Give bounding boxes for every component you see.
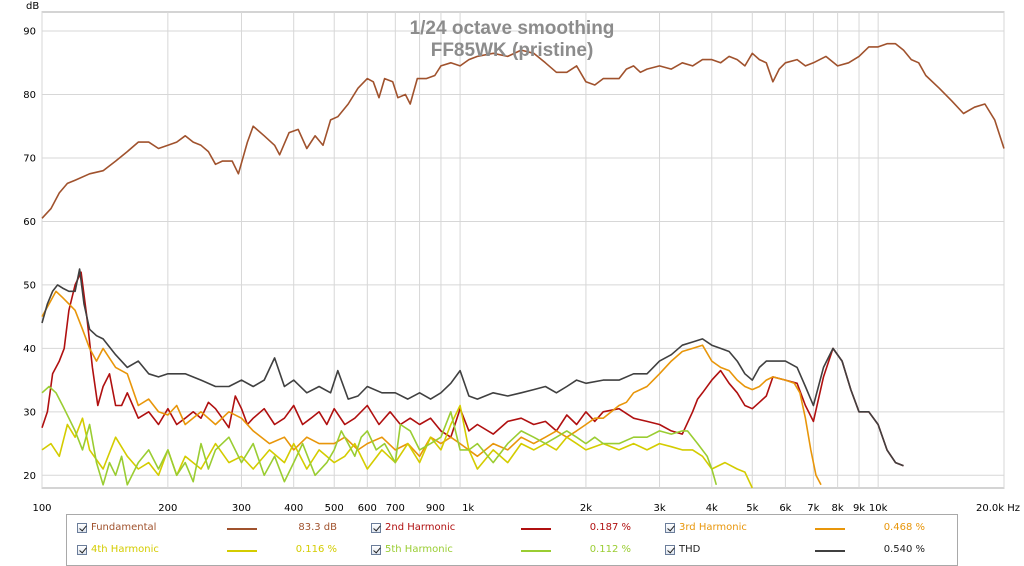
x-tick-label: 7k (807, 503, 819, 514)
series-line-3rd-harmonic (41, 290, 822, 486)
legend-line-swatch (815, 528, 845, 530)
legend-checkbox[interactable] (77, 545, 87, 555)
legend-series-value: 0.112 % (589, 544, 631, 555)
x-tick-label: 500 (325, 503, 344, 514)
legend-line-swatch (521, 528, 551, 530)
x-tick-label: 8k (832, 503, 844, 514)
legend-line-swatch (227, 528, 257, 530)
legend-series-name: 5th Harmonic (385, 544, 453, 555)
y-tick-label: 90 (23, 27, 36, 38)
x-tick-label: 300 (232, 503, 251, 514)
plot-frame (41, 11, 1005, 489)
y-tick-label: 70 (23, 153, 36, 164)
x-tick-label: 20.0k Hz (976, 503, 1020, 514)
legend-series-name: 4th Harmonic (91, 544, 159, 555)
legend-item-3rd-harmonic[interactable]: 3rd Harmonic 0.468 % (665, 521, 945, 537)
legend-line-swatch (227, 550, 257, 552)
x-tick-label: 5k (746, 503, 758, 514)
series-line-thd (41, 268, 904, 467)
x-tick-label: 100 (32, 503, 51, 514)
x-tick-label: 4k (706, 503, 718, 514)
y-tick-label: 30 (23, 407, 36, 418)
legend-checkbox[interactable] (665, 523, 675, 533)
x-tick-label: 200 (158, 503, 177, 514)
legend-series-value: 0.116 % (295, 544, 337, 555)
x-tick-label: 700 (386, 503, 405, 514)
legend-item-2nd-harmonic[interactable]: 2nd Harmonic 0.187 % (371, 521, 651, 537)
legend-series-name: 3rd Harmonic (679, 522, 747, 533)
x-tick-label: 3k (653, 503, 665, 514)
y-tick-label: 60 (23, 217, 36, 228)
x-tick-label: 1k (462, 503, 474, 514)
y-tick-label: 40 (23, 344, 36, 355)
x-tick-label: 400 (284, 503, 303, 514)
series-line-fundamental (41, 42, 1005, 219)
legend-series-value: 0.468 % (883, 522, 925, 533)
legend-line-swatch (815, 550, 845, 552)
y-tick-label: 80 (23, 90, 36, 101)
y-tick-label: 50 (23, 280, 36, 291)
legend-checkbox[interactable] (665, 545, 675, 555)
chart-subtitle: FF85WK (pristine) (431, 40, 594, 61)
legend-item-fundamental[interactable]: Fundamental 83.3 dB (77, 521, 357, 537)
legend-series-value: 0.540 % (883, 544, 925, 555)
y-tick-label: 20 (23, 471, 36, 482)
legend-item-4th-harmonic[interactable]: 4th Harmonic 0.116 % (77, 543, 357, 559)
x-tick-label: 10k (869, 503, 888, 514)
legend-series-value: 0.187 % (589, 522, 631, 533)
y-axis-label: dB (26, 1, 39, 12)
series-line-5th-harmonic (41, 385, 718, 486)
chart-title: 1/24 octave smoothing (410, 18, 615, 39)
legend-series-name: THD (679, 544, 701, 555)
legend-series-name: Fundamental (91, 522, 157, 533)
legend-series-value: 83.3 dB (298, 522, 337, 533)
response-chart: 20 30 40 50 60 70 80 90 100 200 300 400 500 600 700 900… (23, 1, 1020, 514)
legend-item-5th-harmonic[interactable]: 5th Harmonic 0.112 % (371, 543, 651, 559)
x-tick-label: 6k (779, 503, 791, 514)
legend-checkbox[interactable] (371, 523, 381, 533)
legend-checkbox[interactable] (371, 545, 381, 555)
x-tick-label: 900 (426, 503, 445, 514)
x-tick-label: 9k (853, 503, 865, 514)
legend: Fundamental 83.3 dB 2nd Harmonic 0.187 % 3rd… (66, 514, 958, 566)
legend-checkbox[interactable] (77, 523, 87, 533)
legend-series-name: 2nd Harmonic (385, 522, 456, 533)
legend-line-swatch (521, 550, 551, 552)
series-line-2nd-harmonic (41, 271, 904, 467)
x-tick-label: 600 (358, 503, 377, 514)
x-tick-label: 2k (580, 503, 592, 514)
legend-item-thd[interactable]: THD 0.540 % (665, 543, 945, 559)
